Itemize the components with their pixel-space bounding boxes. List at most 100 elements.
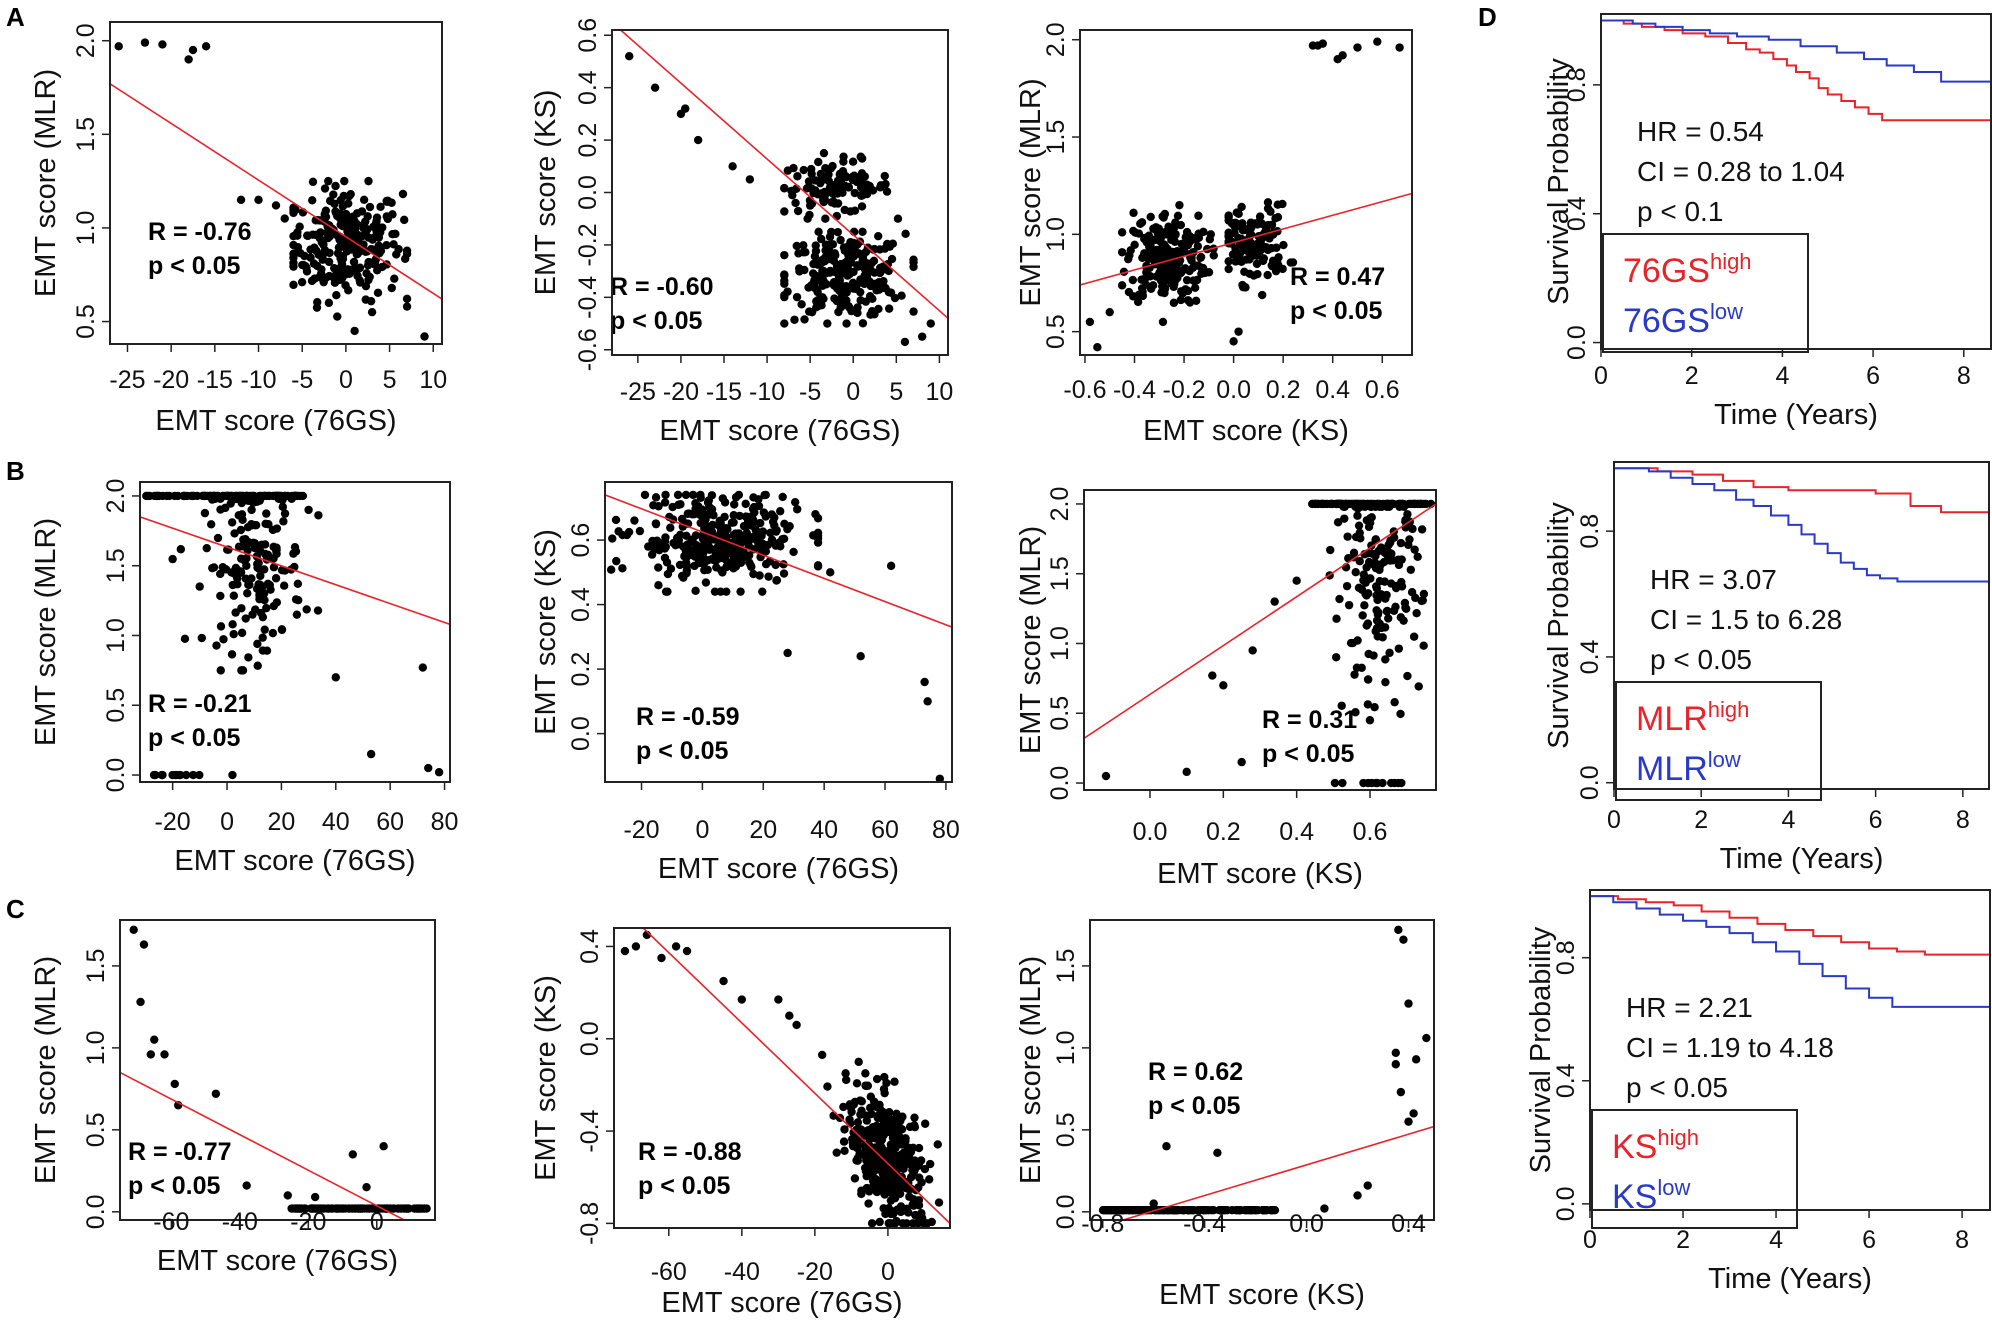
plot-a2-point <box>819 197 829 207</box>
plot-a2-point <box>821 189 830 199</box>
plot-a1-point <box>320 184 330 193</box>
plot-c3-ytick-label: 0.0 <box>1052 1194 1080 1229</box>
plot-d3-legend-high-sup: high <box>1657 1125 1699 1150</box>
plot-c2-point <box>853 1140 863 1150</box>
plot-b2-point <box>718 494 728 503</box>
plot-c3-point <box>1394 925 1403 935</box>
plot-d2-hr: HR = 3.07 <box>1650 564 1777 595</box>
plot-b3-point <box>1404 540 1413 550</box>
plot-a3-point <box>1255 212 1265 221</box>
plot-b2-point <box>660 541 669 550</box>
plot-c1-point <box>404 1204 413 1213</box>
plot-b1-point <box>165 491 174 501</box>
plot-b1-point <box>366 749 376 759</box>
plot-c1-point <box>362 1183 371 1192</box>
plot-a2-point <box>821 214 830 223</box>
plot-b3-point <box>1397 555 1406 564</box>
plot-c2-ylabel: EMT score (KS) <box>530 975 562 1181</box>
plot-a1-point <box>402 246 412 255</box>
plot-d3-ytick-label: 0.0 <box>1552 1186 1580 1221</box>
plot-a3-point <box>1183 296 1193 305</box>
plot-a2-point <box>780 319 789 328</box>
plot-c1-xtick-label: -20 <box>290 1208 326 1236</box>
plot-a2-point <box>866 310 875 319</box>
plot-a1-point <box>353 249 362 259</box>
plot-c3-point <box>1396 1087 1406 1097</box>
plot-b2: R = -0.59 p < 0.05 <box>605 490 952 783</box>
plot-b3-point <box>1338 778 1347 788</box>
plot-a1-xtick-label: -10 <box>240 366 276 394</box>
plot-a1-point <box>382 196 391 206</box>
plot-d1-hr: HR = 0.54 <box>1637 116 1764 147</box>
plot-a3-point <box>1200 268 1210 278</box>
plot-b1-point <box>216 505 225 514</box>
plot-a1-point <box>303 231 313 241</box>
plot-b3-point <box>1413 552 1422 562</box>
plot-a1-point <box>390 274 399 283</box>
plot-b3-point <box>1414 682 1423 691</box>
plot-b2-ytick-label: 0.4 <box>567 587 595 622</box>
plot-c1-xtick-label: 0 <box>370 1208 384 1236</box>
plot-b2-point <box>662 558 672 567</box>
plot-b1-point <box>260 625 269 634</box>
plot-a1-point <box>366 296 376 306</box>
plot-a3-point <box>1158 269 1168 279</box>
plot-b3-point <box>1351 708 1360 717</box>
plot-a3-point <box>1175 200 1184 210</box>
plot-c1-ylabel: EMT score (MLR) <box>30 956 62 1184</box>
plot-d1-legend-low-sup: low <box>1710 299 1743 324</box>
plot-a2-r-value: R = -0.60 <box>610 273 714 301</box>
plot-b2-point <box>681 560 690 569</box>
plot-a1-point <box>293 243 303 252</box>
plot-a1-point <box>402 294 412 304</box>
plot-c3-xtick-label: -0.8 <box>1081 1210 1124 1238</box>
plot-c2-point <box>892 1109 901 1119</box>
plot-a1-point <box>343 212 353 222</box>
plot-a1-fit-line <box>110 83 442 300</box>
plot-c2-point <box>839 1102 848 1112</box>
plot-b1-point <box>279 517 288 526</box>
plot-c2-point <box>908 1219 918 1228</box>
plot-a3-point <box>1224 216 1233 225</box>
plot-a3-point <box>1191 296 1201 305</box>
plot-a1-xtick-label: 0 <box>339 366 353 394</box>
plot-a2-point <box>867 258 876 268</box>
plot-a2-point <box>832 211 842 221</box>
plot-a2-point <box>800 315 809 324</box>
plot-b1-point <box>227 650 237 659</box>
plot-c2-point <box>910 1113 919 1122</box>
plot-a2-point <box>860 172 870 181</box>
plot-c3-xtick-label: 0.0 <box>1289 1210 1324 1238</box>
plot-b3-point <box>1360 601 1369 610</box>
plot-a3-point <box>1145 251 1154 261</box>
plot-c3-ylabel: EMT score (MLR) <box>1015 956 1047 1184</box>
plot-a1-xtick-label: 5 <box>383 366 397 394</box>
plot-a1-point <box>342 265 351 275</box>
plot-b2-point <box>790 497 800 507</box>
plot-b2-point <box>681 490 691 500</box>
plot-b1-point <box>188 770 198 780</box>
plot-c1-r-value: R = -0.77 <box>128 1138 232 1166</box>
plot-a1-point <box>308 177 318 187</box>
plot-b1-point <box>142 491 151 501</box>
plot-c3-point <box>1320 1204 1329 1213</box>
plot-c2-point <box>850 1174 860 1183</box>
plot-b1-xtick-label: 0 <box>220 808 234 836</box>
plot-c3-point <box>1189 1205 1198 1215</box>
plot-a2-point <box>830 294 839 303</box>
plot-a3-point <box>1239 224 1248 233</box>
plot-b2-point <box>753 537 762 546</box>
plot-c3-axes: -0.8 -0.4 0.0 0.4 0.0 0.5 1.0 1.5 EMT score (KS)… <box>1015 919 1435 1311</box>
plot-b1-point <box>173 491 183 501</box>
plot-c2-point <box>719 976 728 986</box>
plot-b1-point <box>434 768 444 777</box>
plot-c3-point <box>1267 1205 1276 1215</box>
plot-a2-point <box>829 197 838 207</box>
plot-b3-point <box>1354 521 1364 530</box>
plot-b3-ytick-label: 0.5 <box>1046 696 1074 731</box>
plot-b2-point <box>654 563 663 572</box>
plot-b2-point <box>813 534 823 543</box>
plot-a1-point <box>271 201 281 210</box>
plot-b3-point <box>1370 703 1379 712</box>
